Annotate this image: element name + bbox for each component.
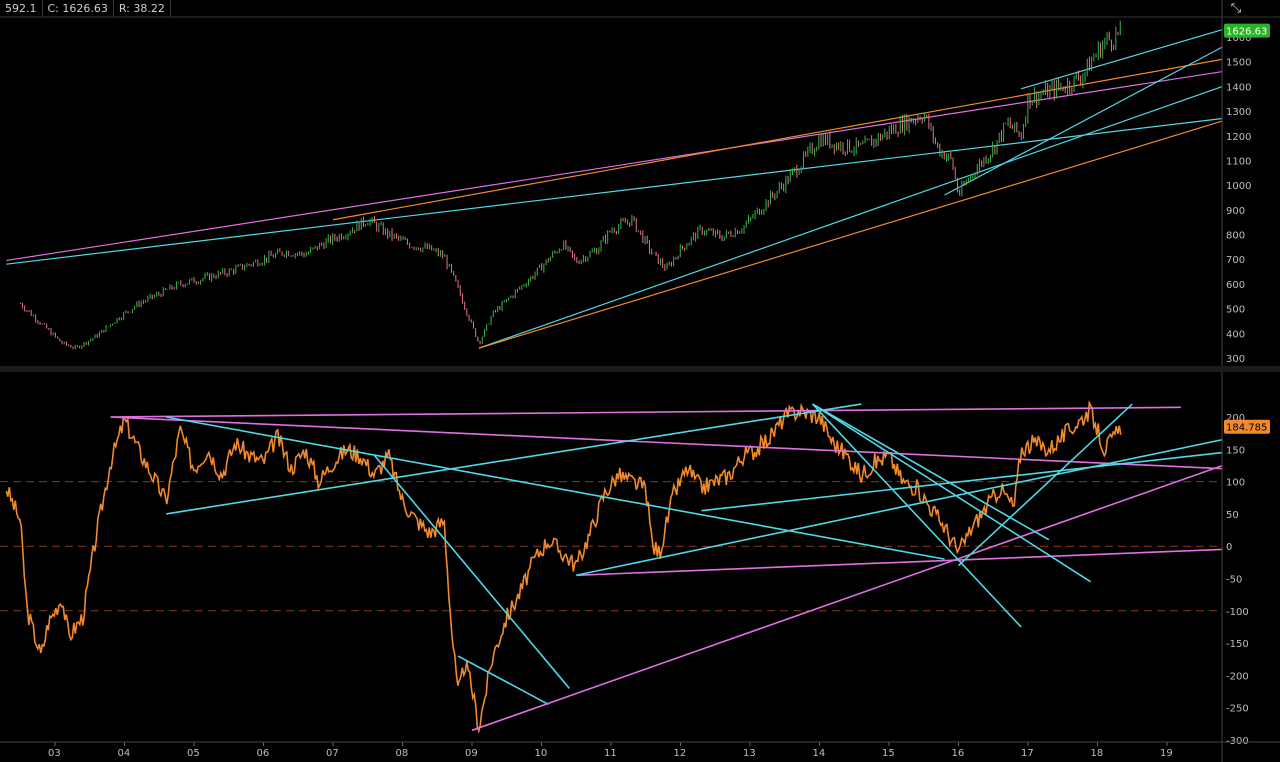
osc-tick-label: -200: [1226, 671, 1249, 682]
time-tick-label: 13: [743, 748, 756, 759]
price-tick-label: 1400: [1226, 82, 1251, 93]
osc-trendline: [166, 416, 945, 560]
osc-trendline: [166, 403, 862, 515]
price-trendline: [478, 120, 1223, 349]
price-tick-label: 400: [1226, 329, 1245, 340]
osc-tick-label: 50: [1226, 510, 1239, 521]
osc-trendline: [812, 403, 1050, 541]
chart-header: 592.1 C: 1626.63 R: 38.22: [0, 0, 1222, 17]
price-tick-label: 1100: [1226, 156, 1251, 167]
last-price-badge: [1224, 23, 1270, 38]
time-tick-label: 06: [257, 748, 270, 759]
osc-tick-label: 100: [1226, 478, 1245, 489]
price-tick-label: 500: [1226, 305, 1245, 316]
osc-trendline: [957, 403, 1133, 567]
price-tick-label: 900: [1226, 206, 1245, 217]
price-panel[interactable]: 300 400 500 600 700 800 900 1000 1100 1200 1300 140…: [6, 20, 1270, 365]
time-tick-label: 10: [535, 748, 548, 759]
osc-tick-label: 200: [1226, 413, 1245, 424]
time-tick-label: 12: [674, 748, 687, 759]
price-trendline: [332, 58, 1223, 221]
osc-tick-label: -100: [1226, 607, 1249, 618]
price-tick-label: 600: [1226, 280, 1245, 291]
price-trendline: [6, 70, 1223, 262]
price-trendline: [478, 85, 1223, 349]
panel-splitter: [0, 366, 1280, 372]
osc-trendline: [110, 416, 1223, 470]
price-tick-label: 1000: [1226, 181, 1251, 192]
last-osc-badge: [1224, 419, 1270, 434]
expand-arrows-icon[interactable]: ⤡: [1230, 1, 1242, 16]
price-tick-label: 1300: [1226, 107, 1251, 118]
time-tick-label: 08: [396, 748, 409, 759]
price-tick-label: 1500: [1226, 58, 1251, 69]
time-tick-label: 18: [1091, 748, 1104, 759]
osc-trendline: [457, 655, 549, 706]
last-osc-label: 184.785: [1226, 423, 1267, 434]
osc-tick-label: -250: [1226, 704, 1249, 715]
last-price-label: 1626.63: [1226, 27, 1267, 38]
time-axis: 03 04 05 06 07 08 09 10 11 12 13 14 15 16 17 18 19: [48, 742, 1173, 759]
time-tick-label: 04: [118, 748, 131, 759]
range-value: R: 38.22: [114, 0, 171, 17]
time-tick-label: 03: [48, 748, 61, 759]
time-tick-label: 14: [813, 748, 826, 759]
time-tick-label: 16: [952, 748, 965, 759]
time-tick-label: 15: [882, 748, 895, 759]
price-tick-label: 1600: [1226, 33, 1251, 44]
osc-trendline: [701, 451, 1223, 512]
time-tick-label: 07: [326, 748, 339, 759]
osc-trendline: [576, 548, 1223, 577]
oscillator-line: [5, 399, 1122, 734]
osc-trendline: [812, 403, 1091, 583]
price-tick-label: 1200: [1226, 132, 1251, 143]
osc-trendline: [471, 464, 1223, 732]
price-trendline: [944, 46, 1223, 196]
osc-tick-label: 150: [1226, 445, 1245, 456]
osc-trendline: [374, 455, 570, 689]
price-trendline: [1020, 29, 1223, 90]
close-value: C: 1626.63: [43, 0, 114, 17]
time-tick-label: 09: [465, 748, 478, 759]
osc-trendline: [811, 403, 1022, 628]
price-trendline: [6, 117, 1223, 265]
time-tick-label: 17: [1021, 748, 1034, 759]
osc-tick-label: -150: [1226, 639, 1249, 650]
time-tick-label: 19: [1160, 748, 1173, 759]
time-tick-label: 05: [187, 748, 200, 759]
prev-value: 592.1: [0, 0, 43, 17]
osc-tick-label: -50: [1226, 575, 1242, 586]
oscillator-panel[interactable]: 200150100500-50-100-150-200-250-300184.7…: [0, 399, 1270, 747]
price-tick-label: 800: [1226, 231, 1245, 242]
osc-tick-label: 0: [1226, 542, 1232, 553]
price-tick-label: 700: [1226, 255, 1245, 266]
osc-trendline: [576, 438, 1223, 577]
price-tick-label: 300: [1226, 354, 1245, 365]
time-tick-label: 11: [604, 748, 617, 759]
osc-trendline: [110, 406, 1181, 418]
